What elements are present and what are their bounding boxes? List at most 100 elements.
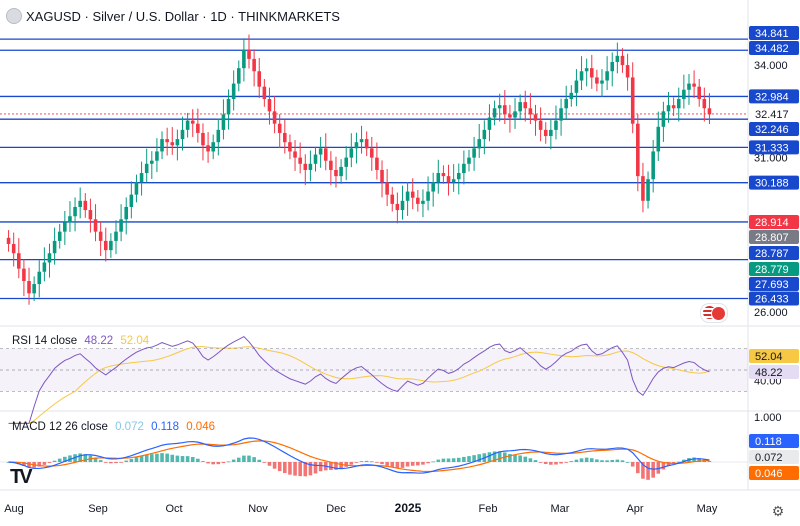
macd-hist-bar: [109, 462, 113, 464]
price-tag-box: [749, 175, 799, 190]
macd-hist-bar: [139, 455, 144, 462]
candle-body: [477, 139, 482, 149]
chart-title: XAGUSD · Silver / U.S. Dollar · 1D · THI…: [26, 9, 340, 24]
price-tag-label: 34.482: [755, 43, 789, 55]
candle-body: [600, 80, 604, 84]
macd-hist-bar: [467, 456, 471, 462]
candle-body: [206, 145, 210, 152]
candle-body: [692, 83, 696, 87]
time-axis-label: Aug: [4, 503, 24, 515]
time-axis-label: May: [697, 503, 718, 515]
macd-hist-bar: [380, 462, 384, 465]
candle-body: [339, 166, 343, 177]
macd-hist-bar: [477, 454, 482, 462]
candle-body: [277, 123, 282, 133]
candle-body: [354, 142, 359, 149]
candle-body: [323, 148, 328, 161]
macd-hist-bar: [600, 460, 604, 462]
candle-body: [375, 157, 379, 170]
candle-body: [175, 139, 180, 146]
candle-body: [595, 77, 599, 84]
price-tag-box: [749, 277, 799, 291]
candle-body: [334, 169, 338, 177]
candle-body: [707, 108, 712, 115]
macd-hist-bar: [554, 462, 558, 465]
macd-hist-bar: [226, 461, 231, 463]
candle-body: [523, 102, 528, 109]
rsi-legend[interactable]: RSI 14 close 48.22 52.04: [12, 335, 149, 347]
candle-body: [226, 99, 231, 115]
macd-hist-bar: [636, 462, 640, 474]
price-tag-box: [749, 122, 799, 136]
macd-hist-bar: [221, 462, 226, 464]
macd-hist-bar: [405, 462, 410, 467]
price-tick-label: 31.000: [754, 153, 788, 165]
macd-hist-bar: [242, 455, 246, 462]
candle-body: [83, 200, 88, 211]
macd-hist-bar: [497, 451, 502, 462]
macd-hist-bar: [93, 457, 98, 462]
price-tag-label: 31.333: [755, 142, 789, 154]
macd-hist-bar: [426, 462, 430, 464]
candle-body: [676, 99, 681, 109]
macd-tag-box: [749, 466, 799, 480]
candle-body: [697, 86, 702, 100]
price-tag-label: 28.807: [755, 232, 789, 244]
macd-hist-bar: [78, 453, 82, 462]
candle-body: [543, 129, 548, 137]
macd-hist-bar: [369, 461, 374, 463]
macd-hist-bar: [697, 458, 702, 462]
candle-body: [610, 62, 615, 72]
macd-hist-bar: [646, 462, 650, 480]
macd-legend-label: MACD 12 26 close: [12, 421, 108, 433]
candle-body: [538, 120, 543, 130]
candle-body: [344, 157, 349, 167]
candle-body: [329, 160, 333, 170]
macd-hist-bar: [441, 458, 446, 462]
candle-body: [380, 169, 384, 183]
macd-hist-bar: [349, 462, 354, 465]
time-axis-label: Mar: [551, 503, 570, 515]
rsi-legend-value: 48.22: [84, 335, 114, 347]
candle-body: [283, 132, 287, 143]
macd-hist-bar: [410, 462, 415, 466]
candle-body: [93, 219, 98, 232]
candle-body: [134, 182, 139, 195]
gear-icon[interactable]: ⚙: [771, 503, 785, 519]
price-tag-label: 27.693: [755, 279, 789, 291]
us-flag-icon[interactable]: [700, 303, 728, 323]
candle-body: [11, 243, 16, 254]
macd-tag-label: 0.072: [755, 452, 783, 464]
price-tag-box: [749, 262, 799, 276]
price-tag-box: [749, 41, 799, 55]
macd-hist-bar: [615, 459, 620, 462]
rsi-legend-label: RSI 14 close: [12, 335, 78, 347]
macd-hist-bar: [676, 461, 681, 463]
candle-body: [426, 191, 430, 201]
candle-body: [57, 231, 62, 241]
macd-hist-bar: [538, 462, 543, 463]
time-axis-label: Feb: [479, 503, 498, 515]
macd-legend[interactable]: MACD 12 26 close 0.072 0.118 0.046: [12, 421, 215, 433]
macd-hist-bar: [155, 453, 159, 462]
candle-body: [103, 240, 108, 251]
macd-line: [8, 437, 710, 474]
candle-body: [518, 102, 522, 112]
candle-body: [410, 191, 415, 198]
macd-hist-bar: [27, 462, 31, 468]
macd-hist-bar: [559, 462, 563, 464]
macd-hist-bar: [144, 454, 149, 462]
price-tag-label: 28.914: [755, 217, 789, 229]
macd-tag-label: 0.118: [755, 436, 782, 448]
candle-body: [462, 163, 466, 174]
macd-hist-bar: [523, 456, 528, 462]
rsi-legend-ma: 52.04: [120, 335, 150, 347]
candle-body: [150, 160, 154, 164]
time-axis-label: Apr: [626, 503, 643, 515]
candle-body: [472, 148, 476, 158]
macd-axis-tick: 1.000: [754, 412, 782, 424]
macd-hist-bar: [564, 462, 568, 463]
macd-hist-bar: [37, 462, 42, 467]
